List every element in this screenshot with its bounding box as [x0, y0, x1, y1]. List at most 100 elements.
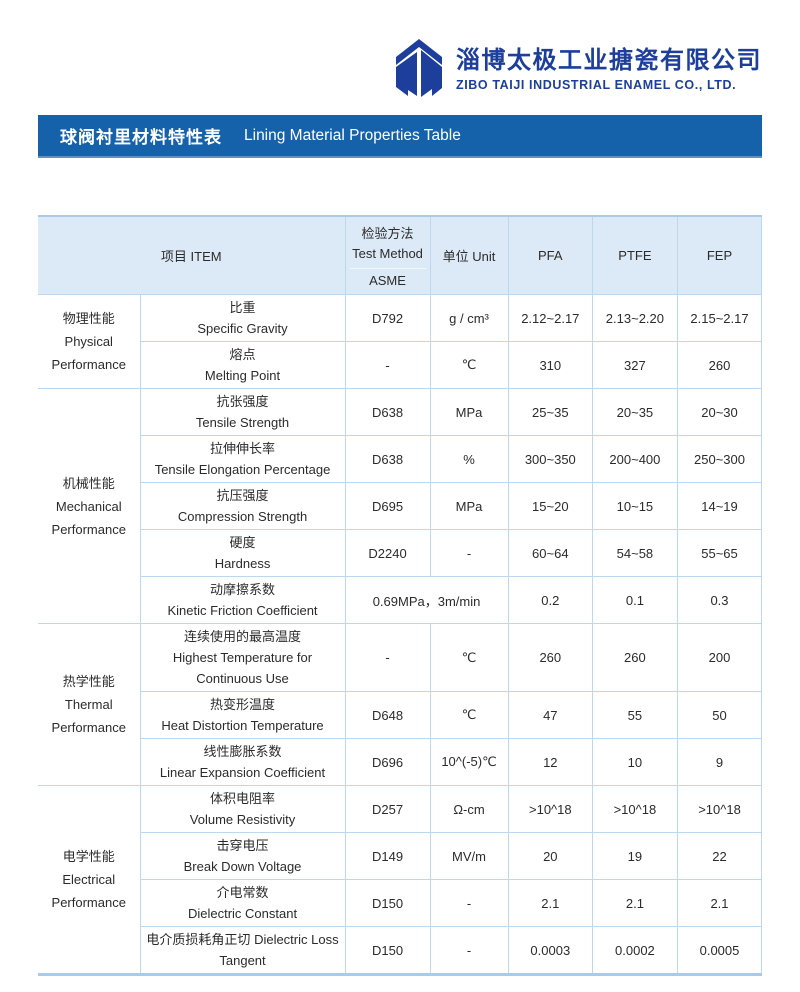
cell-unit: -	[429, 879, 509, 927]
cell-fep: >10^18	[676, 785, 763, 833]
item-break-down-voltage: 击穿电压 Break Down Voltage	[140, 832, 346, 880]
item-dielectric-loss-tangent: 电介质损耗角正切 Dielectric Loss Tangent	[140, 926, 346, 975]
category-thermal-performance: 热学性能 Thermal Performance	[38, 623, 141, 786]
cell-unit: Ω-cm	[429, 785, 509, 833]
cell-ptfe: 0.0002	[592, 926, 678, 975]
header-test-method: 检验方法 Test Method ASME	[344, 215, 431, 295]
cell-method: D638	[344, 435, 431, 483]
item-melting-point: 熔点 Melting Point	[140, 341, 346, 389]
cell-unit: -	[429, 926, 509, 975]
cell-method: D2240	[344, 529, 431, 577]
cell-pfa: 0.2	[507, 576, 594, 624]
cell-unit: ℃	[429, 623, 509, 692]
item-tensile-elongation: 拉伸伸长率 Tensile Elongation Percentage	[140, 435, 346, 483]
cell-fep: 260	[676, 341, 763, 389]
cell-method: D150	[344, 879, 431, 927]
cell-pfa: 12	[507, 738, 594, 786]
cell-pfa: 60~64	[507, 529, 594, 577]
cell-fep: 250~300	[676, 435, 763, 483]
company-name-block: 淄博太极工业搪瓷有限公司 ZIBO TAIJI INDUSTRIAL ENAME…	[456, 46, 762, 94]
cell-fep: 50	[676, 691, 763, 739]
category-electrical-performance: 电学性能 Electrical Performance	[38, 785, 141, 975]
cell-unit: 10^(-5)℃	[429, 738, 509, 786]
cell-pfa: 2.1	[507, 879, 594, 927]
item-volume-resistivity: 体积电阻率 Volume Resistivity	[139, 785, 346, 833]
table-header-row: 项目 ITEM 检验方法 Test Method ASME 单位 Unit PF…	[38, 215, 763, 295]
cell-pfa: >10^18	[507, 785, 594, 833]
cell-method: D696	[344, 738, 431, 786]
item-compression-strength: 抗压强度 Compression Strength	[140, 482, 346, 530]
cell-unit: MPa	[429, 388, 509, 436]
cell-method: D257	[344, 785, 431, 833]
cell-pfa: 260	[507, 623, 594, 692]
cell-test-condition: 0.69MPa，3m/min	[344, 576, 509, 624]
table-row: 抗压强度 Compression Strength D695 MPa 15~20 …	[38, 482, 763, 530]
cell-pfa: 47	[507, 691, 594, 739]
item-tensile-strength: 抗张强度 Tensile Strength	[139, 388, 346, 436]
cell-method: -	[344, 341, 431, 389]
header-unit: 单位 Unit	[429, 215, 509, 295]
cell-fep: 22	[676, 832, 763, 880]
table-row: 拉伸伸长率 Tensile Elongation Percentage D638 …	[38, 435, 763, 483]
header-material-fep: FEP	[676, 215, 763, 295]
table-row: 击穿电压 Break Down Voltage D149 MV/m 20 19 2…	[38, 832, 763, 880]
item-dielectric-constant: 介电常数 Dielectric Constant	[140, 879, 346, 927]
cell-ptfe: 10~15	[592, 482, 678, 530]
table-row: 动摩擦系数 Kinetic Friction Coefficient 0.69MP…	[38, 576, 763, 624]
cell-unit: %	[429, 435, 509, 483]
cell-pfa: 300~350	[507, 435, 594, 483]
cell-fep: 0.0005	[676, 926, 763, 975]
page-title-zh: 球阀衬里材料特性表	[60, 128, 222, 147]
company-name-en: ZIBO TAIJI INDUSTRIAL ENAMEL CO., LTD.	[456, 78, 737, 92]
table-row: 热变形温度 Heat Distortion Temperature D648 ℃ …	[38, 691, 763, 739]
cell-ptfe: 2.13~2.20	[592, 294, 678, 342]
cell-method: D149	[344, 832, 431, 880]
cell-method: -	[344, 623, 431, 692]
cell-pfa: 310	[507, 341, 594, 389]
cell-ptfe: 0.1	[592, 576, 678, 624]
category-physical-performance: 物理性能 Physical Performance	[38, 294, 141, 389]
cell-pfa: 20	[507, 832, 594, 880]
cell-pfa: 2.12~2.17	[507, 294, 594, 342]
table-row: 电介质损耗角正切 Dielectric Loss Tangent D150 - …	[38, 926, 763, 975]
lining-material-properties-table: 项目 ITEM 检验方法 Test Method ASME 单位 Unit PF…	[38, 215, 763, 976]
cell-ptfe: 200~400	[592, 435, 678, 483]
cell-ptfe: 260	[592, 623, 678, 692]
cell-ptfe: >10^18	[592, 785, 678, 833]
table-row: 热学性能 Thermal Performance 连续使用的最高温度 Highest …	[38, 623, 763, 786]
cell-ptfe: 10	[592, 738, 678, 786]
table-row: 熔点 Melting Point - ℃ 310 327 260	[38, 341, 763, 389]
cell-ptfe: 327	[592, 341, 678, 389]
item-heat-distortion-temperature: 热变形温度 Heat Distortion Temperature	[140, 691, 346, 739]
header-material-ptfe: PTFE	[592, 215, 678, 295]
cell-pfa: 0.0003	[507, 926, 594, 975]
cell-ptfe: 19	[592, 832, 678, 880]
cell-method: D695	[344, 482, 431, 530]
cell-fep: 200	[676, 623, 763, 692]
item-kinetic-friction: 动摩擦系数 Kinetic Friction Coefficient	[140, 576, 346, 624]
cell-fep: 2.1	[676, 879, 763, 927]
header-item: 项目 ITEM	[38, 215, 346, 295]
cell-pfa: 25~35	[507, 388, 594, 436]
table-row: 机械性能 Mechanical Performance 抗张强度 Tensile St…	[38, 388, 763, 624]
table-row: 物理性能 Physical Performance 比重 Specific Gravi…	[38, 294, 763, 389]
item-specific-gravity: 比重 Specific Gravity	[139, 294, 346, 342]
cell-fep: 55~65	[676, 529, 763, 577]
header-test-method-zh: 检验方法	[361, 225, 414, 241]
cell-method: D792	[344, 294, 431, 342]
cell-fep: 20~30	[676, 388, 763, 436]
company-name-zh: 淄博太极工业搪瓷有限公司	[456, 47, 762, 74]
cell-unit: ℃	[429, 341, 509, 389]
header-test-method-label: 检验方法 Test Method	[349, 219, 426, 269]
page-title-en: Lining Material Properties Table	[244, 126, 461, 144]
company-logo-icon	[396, 39, 442, 97]
cell-unit: MPa	[429, 482, 509, 530]
item-linear-expansion-coefficient: 线性膨胀系数 Linear Expansion Coefficient	[140, 738, 346, 786]
cell-unit: -	[429, 529, 509, 577]
section-title-bar: 球阀衬里材料特性表 Lining Material Properties Tab…	[38, 115, 762, 158]
company-logo: 淄博太极工业搪瓷有限公司 ZIBO TAIJI INDUSTRIAL ENAME…	[392, 38, 762, 102]
cell-unit: MV/m	[429, 832, 509, 880]
cell-ptfe: 55	[592, 691, 678, 739]
cell-fep: 14~19	[676, 482, 763, 530]
table-row: 电学性能 Electrical Performance 体积电阻率 Volume Re…	[38, 785, 763, 975]
